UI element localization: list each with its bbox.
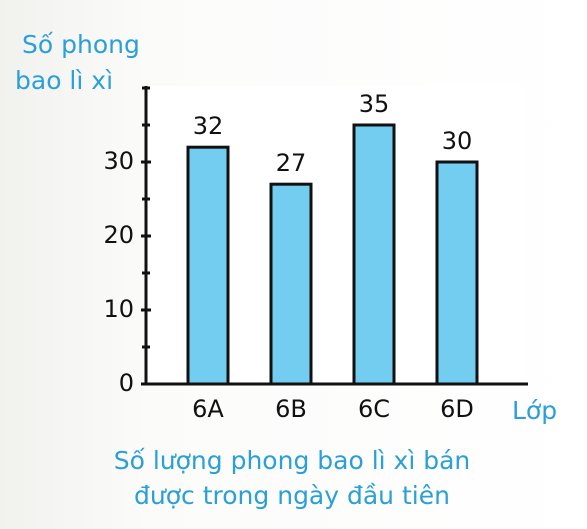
value-label: 30 — [442, 127, 473, 155]
y-axis-label: bao lì xì — [15, 66, 113, 95]
x-tick-label: 6D — [440, 395, 474, 423]
chart-title: Số lượng phong bao lì xì bán — [114, 446, 471, 475]
y-tick-label: 20 — [103, 221, 134, 249]
bar — [352, 123, 396, 386]
x-tick-label: 6A — [192, 395, 224, 423]
y-axis-label: Số phong — [22, 30, 140, 59]
bar — [186, 145, 230, 386]
bar — [435, 160, 479, 386]
bar — [269, 182, 313, 386]
x-tick-label: 6B — [275, 395, 307, 423]
value-label: 27 — [276, 149, 307, 177]
value-label: 32 — [193, 112, 224, 140]
x-tick-label: 6C — [358, 395, 390, 423]
y-tick-label: 30 — [103, 147, 134, 175]
value-label: 35 — [359, 90, 390, 118]
y-tick-label: 10 — [103, 295, 134, 323]
chart-title: được trong ngày đầu tiên — [134, 481, 450, 510]
y-tick-label: 0 — [119, 369, 134, 397]
x-axis-label: Lớp — [512, 396, 557, 425]
